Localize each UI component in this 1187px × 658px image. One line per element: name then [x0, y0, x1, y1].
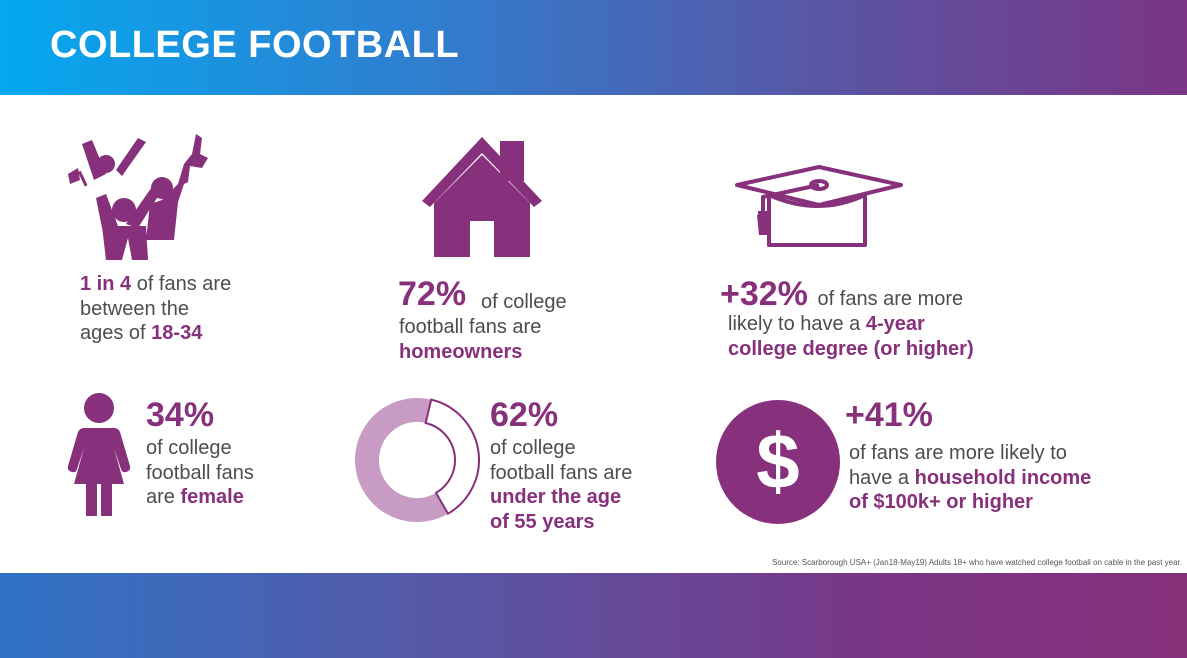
- source-note: Source: Scarborough USA+ (Jan18-May19) A…: [771, 558, 1182, 567]
- stat-female-value: 34%: [146, 396, 215, 434]
- graduation-cap-icon: [735, 165, 903, 247]
- female-icon: [67, 393, 131, 516]
- svg-text:$: $: [756, 417, 799, 505]
- stat-female-line1: of college: [146, 437, 232, 459]
- stat-age55-line2: football fans are: [490, 461, 633, 484]
- stat-female-line3: are: [146, 486, 181, 508]
- stat-age-line1: of fans are: [131, 273, 232, 295]
- stat-female-highlight: female: [180, 486, 244, 508]
- stat-home-text: football fans are homeowners: [399, 315, 619, 364]
- header-banner: COLLEGE FOOTBALL: [0, 0, 1187, 95]
- stat-age-line3: ages of: [80, 322, 152, 344]
- stat-degree-text: likely to have a 4-year college degree (…: [728, 312, 1028, 361]
- stat-age55-line1: of college: [490, 437, 576, 459]
- stat-degree-line1: of fans are more: [812, 288, 964, 310]
- stat-age55-highlight2: of 55 years: [490, 510, 595, 533]
- stat-income-line1: of fans are more likely to: [849, 442, 1067, 464]
- stat-degree-value: +32%: [720, 275, 808, 313]
- stat-age-line2: between the: [80, 297, 189, 320]
- stat-female-text: of college football fans are female: [146, 436, 346, 510]
- stat-degree-line2: likely to have a: [728, 313, 866, 335]
- stat-income-value: +41%: [845, 396, 933, 434]
- footer-banner: [0, 573, 1187, 658]
- stat-degree-highlight2: college degree (or higher): [728, 337, 974, 360]
- stat-age55-highlight1: under the age: [490, 486, 622, 508]
- stat-age55-value: 62%: [490, 396, 559, 434]
- house-icon: [422, 137, 542, 257]
- donut-remaining-segment: [424, 398, 480, 516]
- stat-home-highlight: homeowners: [399, 340, 523, 363]
- stat-home-line2: football fans are: [399, 316, 542, 338]
- stat-income-highlight1: household income: [914, 466, 1092, 489]
- stat-home-value: 72%: [398, 275, 467, 313]
- stat-income-text: of fans are more likely to have a househ…: [849, 441, 1149, 515]
- page-title: COLLEGE FOOTBALL: [50, 24, 460, 66]
- stat-income-highlight2: of $100k+ or higher: [849, 491, 1033, 513]
- dollar-icon: $: [716, 400, 840, 524]
- stat-degree-highlight1: 4-year: [865, 313, 925, 335]
- stat-home-line1: of college: [481, 291, 567, 313]
- stat-age55-text: of college football fans are under the a…: [490, 436, 690, 534]
- cheering-fans-icon: [68, 134, 208, 260]
- stat-age-text: 1 in 4 of fans are between the ages of 1…: [80, 272, 300, 346]
- stat-female-line2: football fans: [146, 461, 254, 484]
- stat-income-line2: have a: [849, 466, 915, 489]
- donut-chart-icon: [355, 398, 480, 522]
- stat-age-highlight: 1 in 4: [80, 273, 132, 295]
- stat-age-range: 18-34: [151, 322, 203, 344]
